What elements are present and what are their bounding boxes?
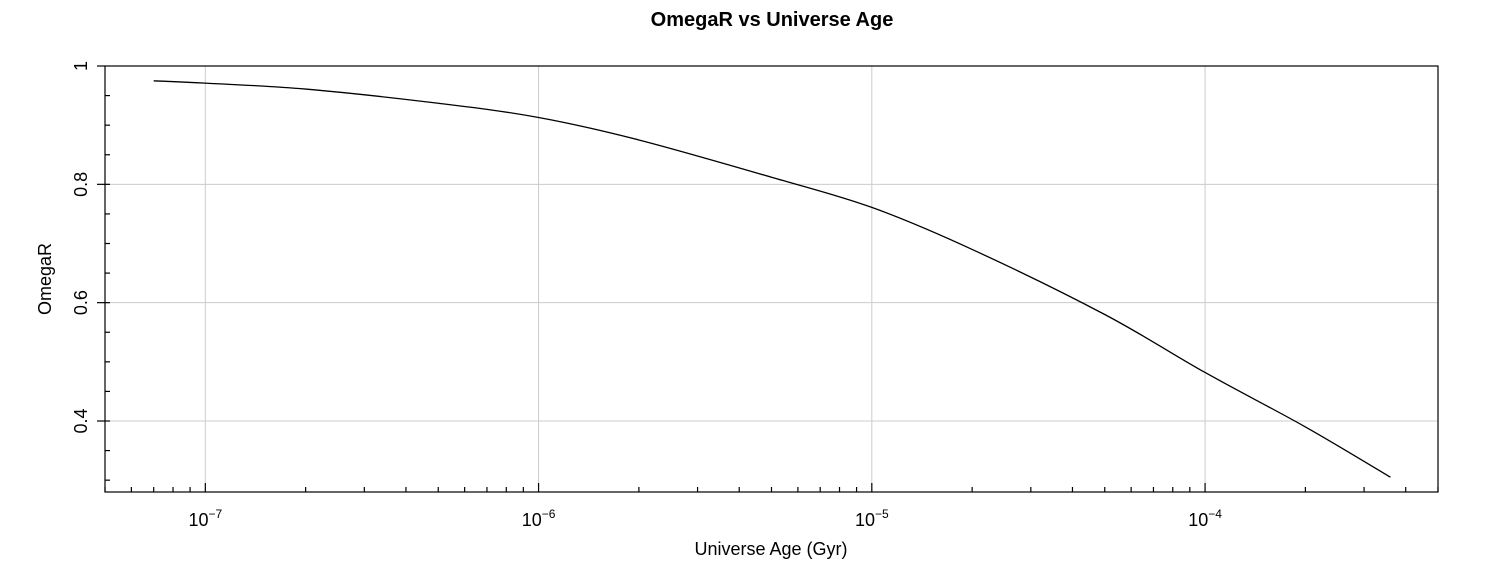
y-tick-label: 0.6 [71, 290, 91, 315]
series-line [153, 80, 1391, 478]
ticks-layer: 10−7 10−6 10−5 10−410.80.60.4 [71, 61, 1222, 530]
x-tick-exponent: −6 [542, 507, 556, 521]
y-axis-label: OmegaR [35, 243, 55, 315]
grid-layer [105, 66, 1438, 492]
x-tick-label: 10−4 [1188, 507, 1222, 530]
x-axis-label: Universe Age (Gyr) [694, 539, 847, 559]
x-tick-label: 10−6 [522, 507, 556, 530]
x-tick-exponent: −5 [875, 507, 889, 521]
x-tick-base: 10 [522, 510, 542, 530]
y-tick-label: 0.8 [71, 172, 91, 197]
x-tick-base: 10 [1188, 510, 1208, 530]
x-tick-label: 10−7 [188, 507, 222, 530]
y-tick-label: 0.4 [71, 408, 91, 433]
x-tick-base: 10 [188, 510, 208, 530]
x-tick-base: 10 [855, 510, 875, 530]
x-tick-exponent: −7 [208, 507, 222, 521]
y-tick-label: 1 [71, 61, 91, 71]
x-tick-label: 10−5 [855, 507, 889, 530]
chart-title: OmegaR vs Universe Age [651, 9, 894, 31]
minor-ticks [104, 94, 1439, 492]
curve-layer [153, 80, 1391, 478]
plot-frame [104, 65, 1439, 493]
x-tick-exponent: −4 [1208, 507, 1222, 521]
